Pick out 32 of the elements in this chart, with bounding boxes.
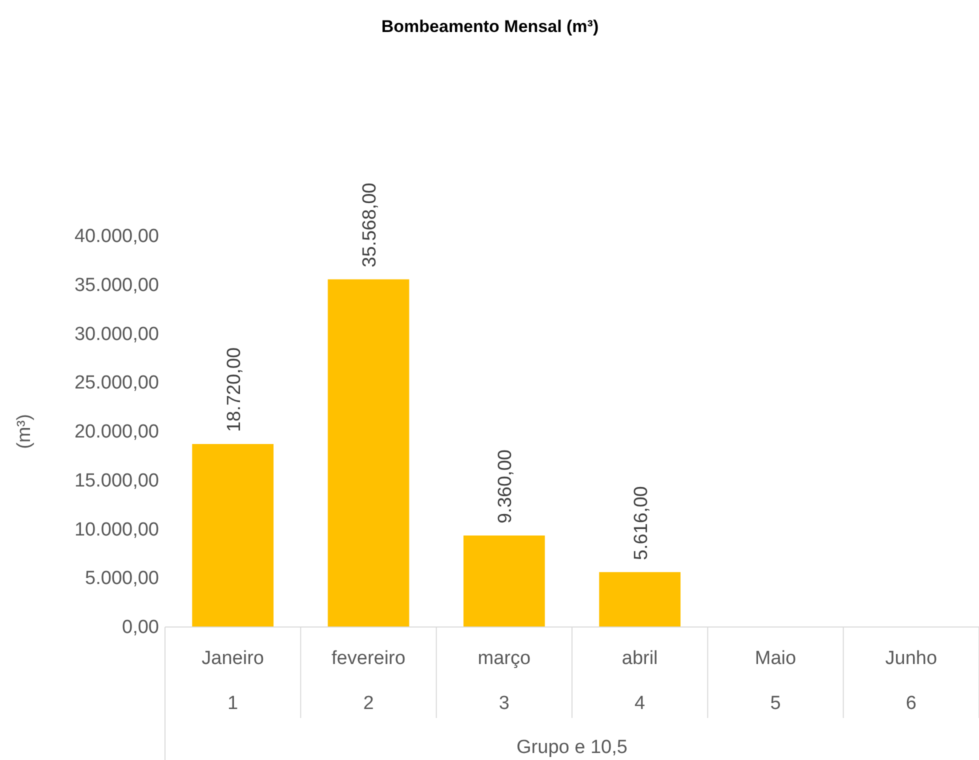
data-label: 18.720,00: [224, 347, 245, 432]
text: 1: [228, 693, 238, 714]
y-tick-label: 35.000,00: [74, 274, 159, 296]
x-tick-label: Junho: [885, 648, 938, 669]
bar: [192, 444, 274, 627]
text: 4: [634, 693, 646, 714]
bar: [599, 572, 681, 627]
x-axis-title: Grupo e 10,5: [516, 737, 628, 758]
text: 2: [363, 693, 374, 714]
y-tick-label: 30.000,00: [74, 324, 159, 345]
bar: [328, 279, 410, 627]
x-tick-label: abril: [622, 648, 658, 669]
y-tick-label: 20.000,00: [74, 422, 159, 443]
y-tick-label: 40.000,00: [74, 226, 159, 248]
chart-title: Bombeamento Mensal (m³): [381, 17, 599, 36]
x-tick-label: fevereiro: [332, 648, 406, 669]
data-label: 5.616,00: [630, 486, 652, 560]
y-tick-label: 0,00: [122, 617, 159, 638]
text: 6: [906, 693, 916, 714]
x-tick-label: Janeiro: [202, 648, 264, 669]
y-tick-label: 25.000,00: [74, 372, 159, 394]
y-axis-title: (m³): [14, 414, 35, 449]
data-label: 35.568,00: [360, 182, 380, 268]
y-tick-label: 10.000,00: [74, 519, 159, 540]
x-tick-label: Maio: [754, 648, 796, 669]
bar: [463, 536, 545, 627]
text: 5: [770, 693, 781, 714]
y-tick-label: 5.000,00: [85, 568, 159, 590]
text: 3: [498, 693, 510, 714]
data-label: 9.360,00: [495, 450, 516, 524]
y-tick-label: 15.000,00: [74, 470, 159, 492]
x-tick-label: março: [478, 648, 531, 669]
